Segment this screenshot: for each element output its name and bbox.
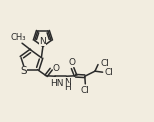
Text: N: N	[39, 37, 46, 46]
Text: S: S	[21, 66, 27, 76]
Text: Cl: Cl	[100, 59, 109, 68]
Text: O: O	[53, 64, 60, 73]
Text: N: N	[64, 78, 70, 87]
Text: Cl: Cl	[105, 68, 113, 77]
Text: H: H	[64, 83, 70, 92]
Text: O: O	[68, 58, 75, 67]
Text: Cl: Cl	[81, 86, 90, 95]
Text: HN: HN	[51, 79, 64, 88]
Text: CH₃: CH₃	[11, 33, 26, 42]
